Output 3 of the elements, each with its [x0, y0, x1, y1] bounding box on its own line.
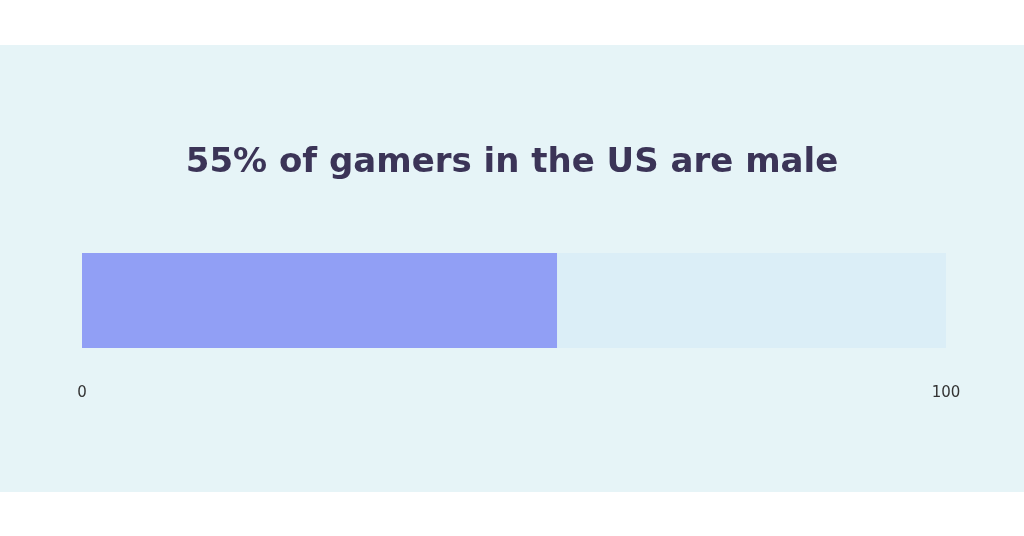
x-tick-label: 100	[931, 382, 961, 401]
x-tick-label: 0	[77, 382, 87, 401]
chart-title: 55% of gamers in the US are male	[184, 140, 840, 180]
